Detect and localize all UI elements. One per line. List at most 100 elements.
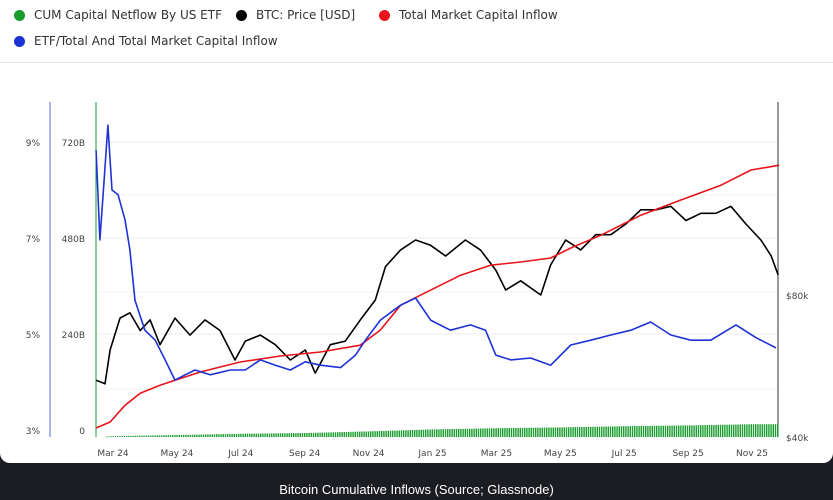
etf-netflow-bar xyxy=(323,432,326,437)
etf-netflow-bar xyxy=(277,433,279,437)
etf-netflow-bar xyxy=(504,428,506,437)
etf-netflow-bar xyxy=(678,425,680,437)
figure-caption: Bitcoin Cumulative Inflows (Source; Glas… xyxy=(279,482,554,497)
etf-netflow-bar xyxy=(370,431,372,437)
etf-netflow-bar xyxy=(158,435,161,437)
etf-netflow-bar xyxy=(499,428,502,437)
etf-netflow-bar xyxy=(187,434,189,437)
etf-netflow-bar xyxy=(387,430,389,437)
etf-netflow-bar xyxy=(284,433,286,437)
etf-netflow-bar xyxy=(739,424,741,437)
etf-netflow-bar xyxy=(537,427,539,437)
etf-netflow-bar xyxy=(521,427,524,437)
etf-netflow-bar xyxy=(502,428,504,437)
etf-netflow-bar xyxy=(200,434,202,437)
legend-label: CUM Capital Netflow By US ETF xyxy=(34,8,222,22)
legend-dot-icon xyxy=(379,9,390,21)
etf-netflow-bar xyxy=(222,434,224,437)
legend-item-total-inflow[interactable]: Total Market Capital Inflow xyxy=(379,8,558,22)
etf-netflow-bar xyxy=(425,429,427,437)
etf-netflow-bar xyxy=(297,433,299,437)
etf-netflow-bar xyxy=(620,426,623,437)
etf-netflow-bar xyxy=(493,428,495,437)
etf-netflow-bar xyxy=(319,432,321,437)
etf-netflow-bar xyxy=(273,433,275,437)
etf-netflow-bar xyxy=(196,434,198,437)
etf-netflow-bar xyxy=(471,428,473,437)
etf-netflow-bar xyxy=(684,425,686,437)
etf-netflow-bar xyxy=(249,433,251,437)
etf-netflow-bar xyxy=(719,424,722,437)
etf-netflow-bar xyxy=(174,435,176,437)
etf-netflow-bar xyxy=(332,432,334,437)
etf-netflow-bar xyxy=(528,427,530,437)
etf-netflow-bar xyxy=(110,436,112,438)
etf-netflow-bar xyxy=(616,426,618,437)
etf-netflow-bar xyxy=(150,435,152,437)
etf-netflow-bar xyxy=(755,424,757,437)
etf-netflow-bar xyxy=(460,428,462,437)
etf-netflow-bar xyxy=(726,424,728,437)
series-line-btc-price-usd- xyxy=(95,205,779,385)
etf-netflow-bar xyxy=(132,435,134,437)
etf-netflow-bar xyxy=(565,427,568,437)
etf-netflow-bar xyxy=(429,429,431,437)
etf-netflow-bar xyxy=(207,434,209,437)
etf-netflow-bar xyxy=(350,431,352,437)
etf-netflow-bar xyxy=(224,434,227,437)
etf-netflow-bar xyxy=(638,426,640,437)
etf-netflow-bar xyxy=(389,430,392,437)
etf-netflow-bar xyxy=(271,433,273,437)
y-tick-percent: 3% xyxy=(26,427,41,437)
etf-netflow-bar xyxy=(748,424,750,437)
legend-item-btc-price[interactable]: BTC: Price [USD] xyxy=(236,8,355,22)
etf-netflow-bar xyxy=(627,426,629,437)
etf-netflow-bar xyxy=(623,426,625,437)
etf-netflow-bar xyxy=(359,431,361,437)
etf-netflow-bar xyxy=(541,427,543,437)
etf-netflow-bar xyxy=(763,424,766,437)
etf-netflow-bar xyxy=(642,425,645,437)
etf-netflow-bar xyxy=(310,432,312,437)
etf-netflow-bar xyxy=(189,434,191,437)
etf-netflow-bar xyxy=(664,425,667,437)
etf-netflow-bar xyxy=(119,436,121,437)
etf-netflow-bar xyxy=(612,426,614,437)
etf-netflow-bar xyxy=(605,426,607,437)
etf-netflow-bar xyxy=(330,432,332,437)
etf-netflow-bar xyxy=(405,430,407,437)
etf-netflow-bar xyxy=(607,426,609,437)
etf-netflow-bar xyxy=(473,428,475,437)
etf-netflow-bar xyxy=(255,433,257,437)
etf-netflow-bar xyxy=(526,427,528,437)
etf-netflow-bar xyxy=(238,433,240,437)
etf-netflow-bar xyxy=(293,433,295,437)
etf-netflow-bar xyxy=(746,424,748,437)
etf-netflow-bar xyxy=(403,430,405,437)
etf-netflow-bar xyxy=(548,427,550,437)
etf-netflow-bar xyxy=(693,425,695,437)
etf-netflow-bar xyxy=(645,425,647,437)
etf-netflow-bar xyxy=(733,424,735,437)
etf-netflow-bar xyxy=(361,431,363,437)
etf-netflow-bar xyxy=(202,434,205,437)
etf-netflow-bar xyxy=(724,424,726,437)
etf-netflow-bar xyxy=(301,433,304,437)
etf-netflow-bar xyxy=(510,428,513,437)
etf-netflow-bar xyxy=(486,428,488,437)
legend-item-etf-ratio[interactable]: ETF/Total And Total Market Capital Inflo… xyxy=(14,34,278,48)
legend-label: BTC: Price [USD] xyxy=(256,8,356,22)
etf-netflow-bar xyxy=(475,428,477,437)
etf-netflow-bar xyxy=(609,426,612,437)
etf-netflow-bar xyxy=(141,435,143,437)
etf-netflow-bar xyxy=(543,427,546,437)
etf-netflow-bar xyxy=(348,431,350,437)
etf-netflow-bar xyxy=(587,426,590,437)
y-tick-percent: 5% xyxy=(26,331,41,341)
etf-netflow-bar xyxy=(455,428,458,437)
etf-netflow-bar xyxy=(416,429,418,437)
etf-netflow-bar xyxy=(427,429,429,437)
etf-netflow-bar xyxy=(152,435,154,437)
legend-item-etf-netflow[interactable]: CUM Capital Netflow By US ETF xyxy=(14,8,222,22)
etf-netflow-bar xyxy=(295,433,297,437)
